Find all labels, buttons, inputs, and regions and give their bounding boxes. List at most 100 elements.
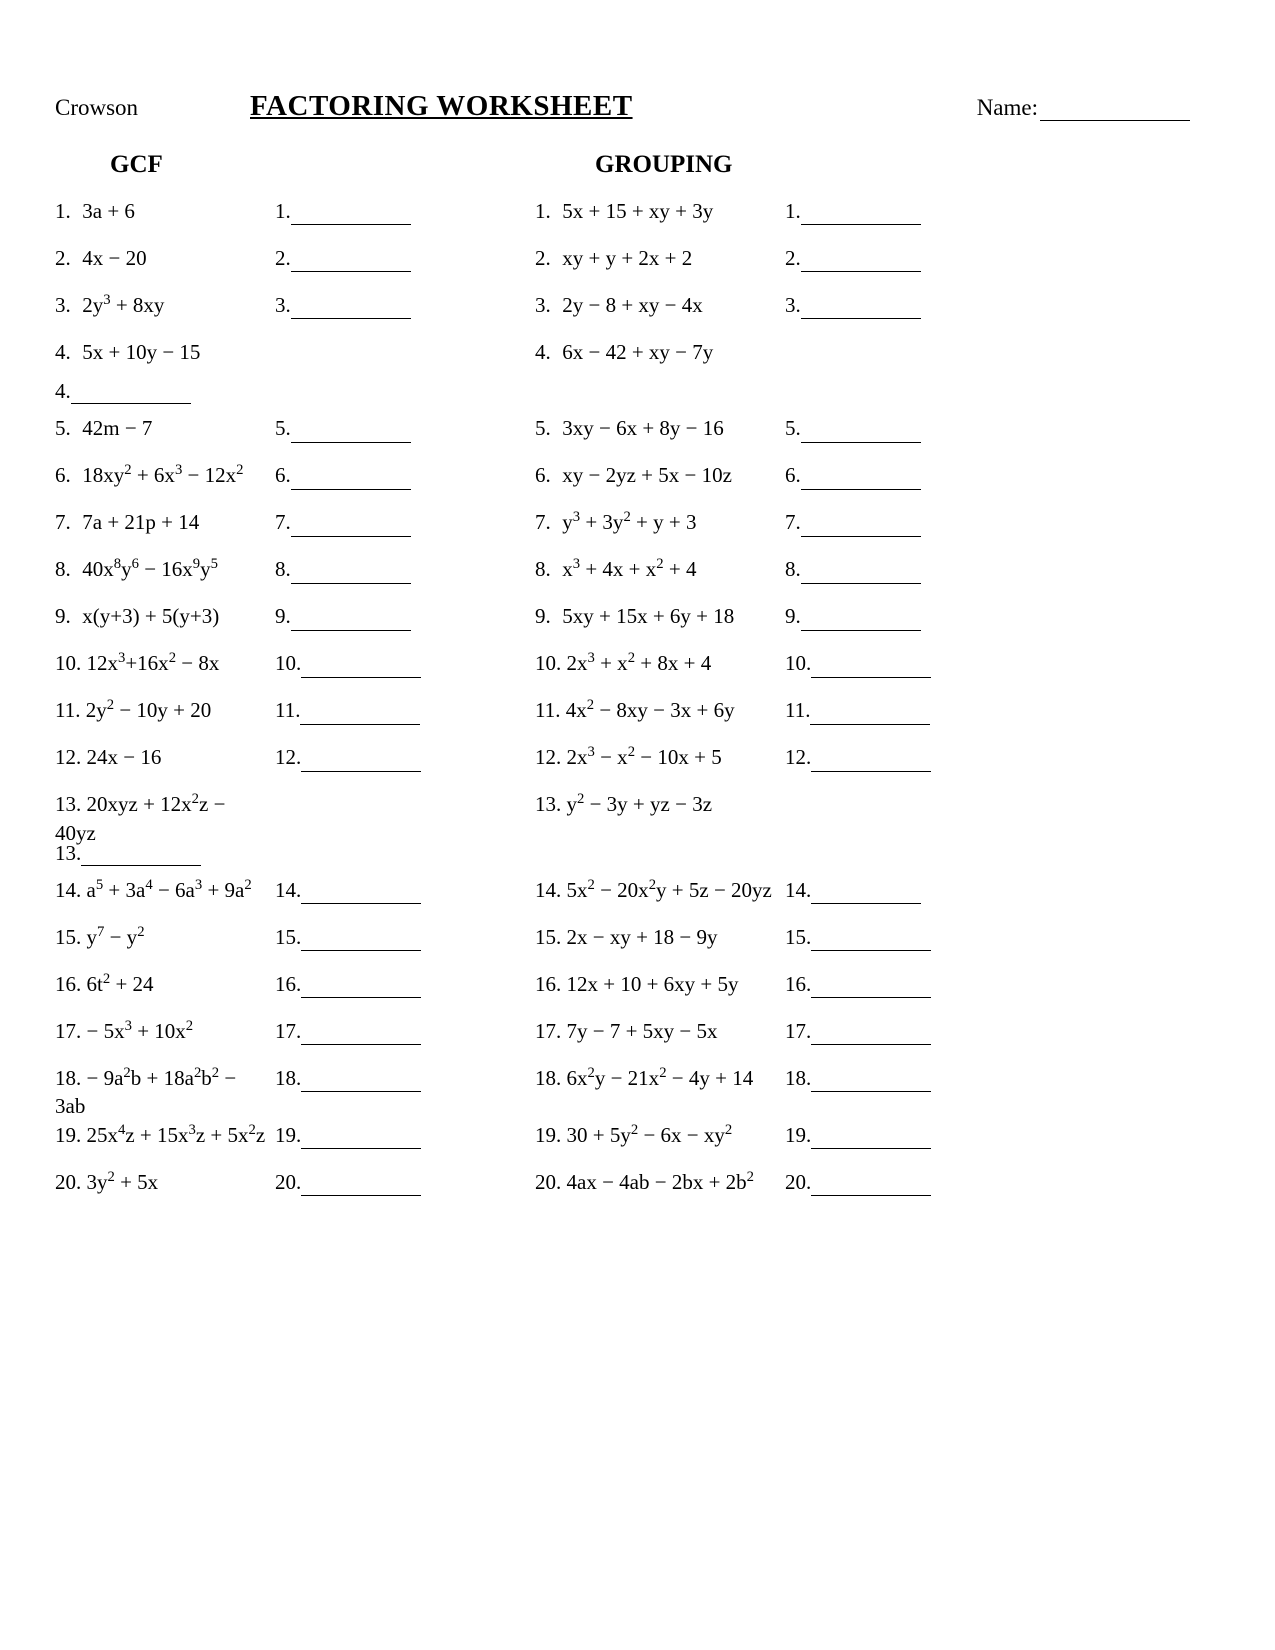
grouping-problem: 5. 3xy − 6x + 8y − 16 [535, 414, 785, 442]
gcf-answer-blank[interactable]: 6. [275, 461, 495, 489]
problem-row: 17. − 5x3 + 10x217.17. 7y − 7 + 5xy − 5x… [55, 1017, 1220, 1064]
gcf-problem: 15. y7 − y2 [55, 923, 275, 951]
grouping-answer-blank[interactable]: 12. [785, 743, 985, 771]
gcf-problem: 9. x(y+3) + 5(y+3) [55, 602, 275, 630]
grouping-problem: 17. 7y − 7 + 5xy − 5x [535, 1017, 785, 1045]
problem-row: 18. − 9a2b + 18a2b2 − 3ab18.18. 6x2y − 2… [55, 1064, 1220, 1121]
header-row: Crowson FACTORING WORKSHEET Name: [55, 90, 1220, 123]
problem-row: 11. 2y2 − 10y + 2011.11. 4x2 − 8xy − 3x … [55, 696, 1220, 743]
grouping-answer-blank[interactable]: 2. [785, 244, 985, 272]
grouping-answer-blank[interactable]: 5. [785, 414, 985, 442]
problem-row: 15. y7 − y215.15. 2x − xy + 18 − 9y15. [55, 923, 1220, 970]
problem-row: 16. 6t2 + 2416.16. 12x + 10 + 6xy + 5y16… [55, 970, 1220, 1017]
gcf-problem: 4. 5x + 10y − 15 [55, 338, 275, 366]
gcf-title: GCF [55, 151, 270, 179]
gcf-answer-blank[interactable]: 20. [275, 1168, 495, 1196]
problem-row: 8. 40x8y6 − 16x9y58.8. x3 + 4x + x2 + 48… [55, 555, 1220, 602]
problem-row: 19. 25x4z + 15x3z + 5x2z19.19. 30 + 5y2 … [55, 1121, 1220, 1168]
gcf-answer-blank[interactable]: 19. [275, 1121, 495, 1149]
grouping-answer-blank[interactable]: 18. [785, 1064, 985, 1092]
problem-row: 7. 7a + 21p + 147.7. y3 + 3y2 + y + 37. [55, 508, 1220, 555]
gcf-problem: 2. 4x − 20 [55, 244, 275, 272]
name-blank[interactable] [1040, 120, 1190, 121]
grouping-problem: 13. y2 − 3y + yz − 3z [535, 790, 785, 818]
grouping-problem: 3. 2y − 8 + xy − 4x [535, 291, 785, 319]
gcf-answer-blank[interactable]: 7. [275, 508, 495, 536]
worksheet-page: Crowson FACTORING WORKSHEET Name: GCF GR… [0, 0, 1275, 1650]
problem-row: 10. 12x3+16x2 − 8x10.10. 2x3 + x2 + 8x +… [55, 649, 1220, 696]
gcf-answer-blank[interactable]: 18. [275, 1064, 495, 1092]
grouping-answer-blank[interactable]: 15. [785, 923, 985, 951]
gcf-answer-blank[interactable]: 11. [275, 696, 495, 724]
gcf-answer-blank[interactable]: 1. [275, 197, 495, 225]
problem-row: 20. 3y2 + 5x20.20. 4ax − 4ab − 2bx + 2b2… [55, 1168, 1220, 1215]
gcf-problem: 20. 3y2 + 5x [55, 1168, 275, 1196]
grouping-problem: 12. 2x3 − x2 − 10x + 5 [535, 743, 785, 771]
gcf-answer-blank[interactable]: 14. [275, 876, 495, 904]
grouping-problem: 11. 4x2 − 8xy − 3x + 6y [535, 696, 785, 724]
problem-row: 12. 24x − 1612.12. 2x3 − x2 − 10x + 512. [55, 743, 1220, 790]
grouping-answer-blank[interactable]: 1. [785, 197, 985, 225]
grouping-answer-blank[interactable]: 6. [785, 461, 985, 489]
gcf-answer-blank[interactable]: 10. [275, 649, 495, 677]
grouping-problem: 8. x3 + 4x + x2 + 4 [535, 555, 785, 583]
grouping-problem: 10. 2x3 + x2 + 8x + 4 [535, 649, 785, 677]
grouping-answer-blank[interactable]: 17. [785, 1017, 985, 1045]
problem-row: 6. 18xy2 + 6x3 − 12x26.6. xy − 2yz + 5x … [55, 461, 1220, 508]
grouping-problem: 15. 2x − xy + 18 − 9y [535, 923, 785, 951]
gcf-answer-blank[interactable]: 5. [275, 414, 495, 442]
grouping-answer-blank[interactable]: 14. [785, 876, 985, 904]
grouping-answer-blank[interactable]: 3. [785, 291, 985, 319]
grouping-problem: 7. y3 + 3y2 + y + 3 [535, 508, 785, 536]
gcf-problem: 7. 7a + 21p + 14 [55, 508, 275, 536]
grouping-answer-blank[interactable]: 19. [785, 1121, 985, 1149]
grouping-answer-blank[interactable]: 8. [785, 555, 985, 583]
grouping-problem: 18. 6x2y − 21x2 − 4y + 14 [535, 1064, 785, 1092]
section-titles: GCF GROUPING [55, 151, 1220, 179]
grouping-problem: 14. 5x2 − 20x2y + 5z − 20yz [535, 876, 785, 904]
problem-row: 2. 4x − 202.2. xy + y + 2x + 22. [55, 244, 1220, 291]
problem-row: 1. 3a + 61.1. 5x + 15 + xy + 3y1. [55, 197, 1220, 244]
grouping-problem: 2. xy + y + 2x + 2 [535, 244, 785, 272]
gcf-answer-blank[interactable]: 17. [275, 1017, 495, 1045]
gcf-answer-blank[interactable]: 9. [275, 602, 495, 630]
gcf-answer-blank[interactable]: 2. [275, 244, 495, 272]
gcf-problem: 10. 12x3+16x2 − 8x [55, 649, 275, 677]
gcf-problem: 18. − 9a2b + 18a2b2 − 3ab [55, 1064, 275, 1121]
gcf-answer-blank[interactable]: 12. [275, 743, 495, 771]
gcf-problem: 19. 25x4z + 15x3z + 5x2z [55, 1121, 275, 1149]
gcf-answer-blank[interactable]: 8. [275, 555, 495, 583]
grouping-answer-blank[interactable]: 7. [785, 508, 985, 536]
grouping-problem: 9. 5xy + 15x + 6y + 18 [535, 602, 785, 630]
teacher-name: Crowson [55, 95, 250, 121]
gcf-answer-blank[interactable]: 16. [275, 970, 495, 998]
grouping-problem: 20. 4ax − 4ab − 2bx + 2b2 [535, 1168, 785, 1196]
problem-row: 4. 5x + 10y − 15 4. 6x − 42 + xy − 7y [55, 338, 1220, 385]
gcf-problem: 16. 6t2 + 24 [55, 970, 275, 998]
gcf-answer-blank[interactable]: 3. [275, 291, 495, 319]
gcf-problem: 13. 20xyz + 12x2z − 40yz [55, 790, 275, 847]
gcf-answer-blank-wrapped[interactable]: 4. [55, 379, 1220, 404]
grouping-problem: 6. xy − 2yz + 5x − 10z [535, 461, 785, 489]
problem-row: 5. 42m − 75.5. 3xy − 6x + 8y − 165. [55, 414, 1220, 461]
grouping-problem: 1. 5x + 15 + xy + 3y [535, 197, 785, 225]
grouping-answer-blank[interactable]: 9. [785, 602, 985, 630]
grouping-answer-blank[interactable]: 10. [785, 649, 985, 677]
gcf-answer-blank[interactable]: 15. [275, 923, 495, 951]
gcf-problem: 3. 2y3 + 8xy [55, 291, 275, 319]
gcf-problem: 14. a5 + 3a4 − 6a3 + 9a2 [55, 876, 275, 904]
gcf-problem: 17. − 5x3 + 10x2 [55, 1017, 275, 1045]
gcf-problem: 12. 24x − 16 [55, 743, 275, 771]
name-field: Name: [977, 95, 1220, 121]
grouping-title: GROUPING [555, 151, 815, 179]
grouping-problem: 4. 6x − 42 + xy − 7y [535, 338, 785, 366]
grouping-answer-blank[interactable]: 20. [785, 1168, 985, 1196]
name-label: Name: [977, 95, 1038, 120]
grouping-answer-blank[interactable]: 16. [785, 970, 985, 998]
problem-row: 14. a5 + 3a4 − 6a3 + 9a214.14. 5x2 − 20x… [55, 876, 1220, 923]
gcf-problem: 11. 2y2 − 10y + 20 [55, 696, 275, 724]
grouping-answer-blank[interactable]: 11. [785, 696, 985, 724]
gcf-problem: 1. 3a + 6 [55, 197, 275, 225]
grouping-problem: 19. 30 + 5y2 − 6x − xy2 [535, 1121, 785, 1149]
main-title: FACTORING WORKSHEET [250, 90, 633, 123]
